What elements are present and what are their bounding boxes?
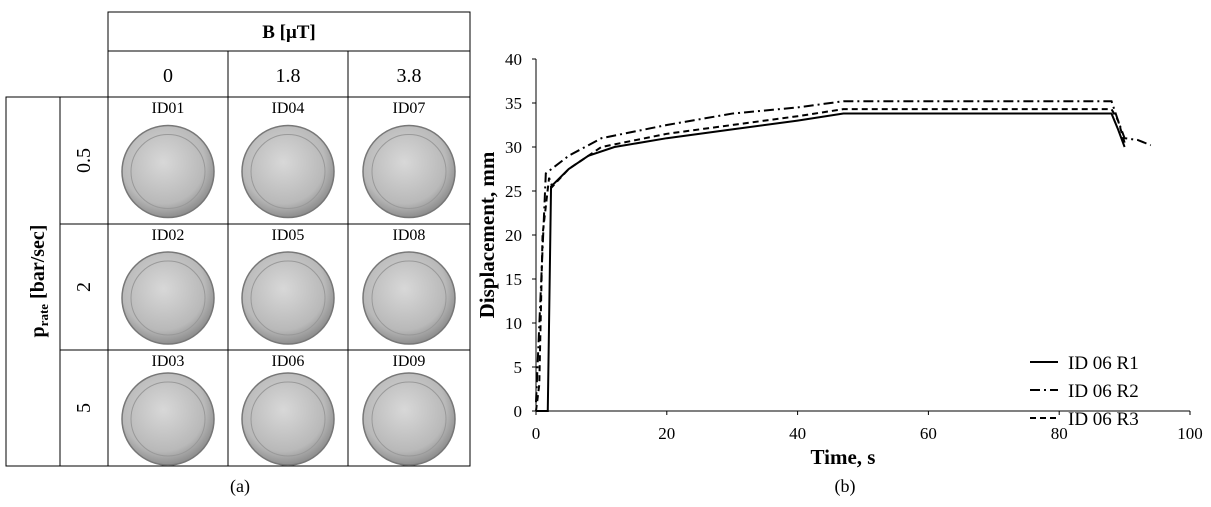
data-line [535,100,1152,403]
sample-dish [121,124,215,219]
row-label: 2 [73,282,95,292]
y-axis-label: Displacement, mm [475,151,499,318]
column-header: B [μT] [262,22,316,43]
x-tick-label: 40 [789,424,806,443]
y-tick-label: 20 [505,226,522,245]
sample-table: B [μT] 0 1.8 3.8 prate [bar/sec] 0.5 ID01 ID04 ID… [5,11,471,497]
y-tick-label: 5 [514,358,523,377]
sample-dish [121,372,215,466]
x-tick-label: 20 [658,424,675,443]
row-header: prate [bar/sec] [27,225,51,338]
dish-rim [371,134,447,209]
dish-rim [130,381,206,457]
column-label: 1.8 [276,65,301,87]
y-tick-label: 30 [505,138,522,157]
sample-id: ID02 [152,227,185,244]
sample-id: ID06 [272,353,305,370]
caption: (b) [835,476,856,497]
sample-dish [121,251,215,345]
sample-dish [241,372,335,466]
data-line [535,108,1126,412]
dish-rim [371,381,447,457]
caption: (a) [230,476,250,497]
dish-rim [250,134,326,209]
sample-dish [362,124,456,219]
x-tick-label: 80 [1051,424,1068,443]
sample-id: ID08 [393,227,426,244]
x-tick-label: 60 [920,424,937,443]
sample-id: ID07 [393,100,426,117]
y-tick-label: 25 [505,182,522,201]
sample-id: ID05 [272,227,305,244]
sample-dish [241,124,335,219]
sample-id: ID01 [152,100,185,117]
line-chart: 0 5 10 15 20 25 30 35 40 0 20 40 60 80 100 Time, s Displ… [475,50,1203,497]
y-tick-label: 0 [514,402,523,421]
dish-rim [130,134,206,209]
x-tick-label: 0 [532,424,541,443]
row-header-part: p [27,326,49,337]
dish-rim [371,260,447,336]
sample-id: ID03 [152,353,185,370]
x-tick-label: 100 [1177,424,1203,443]
dish-rim [250,381,326,457]
sample-id: ID04 [272,100,305,117]
row-header-part: [bar/sec] [27,225,49,299]
dish-rim [130,260,206,336]
sample-dish [362,251,456,345]
sample-dish [241,251,335,345]
legend-label: ID 06 R1 [1068,353,1139,374]
sample-id: ID09 [393,353,426,370]
legend-label: ID 06 R2 [1068,381,1139,402]
y-tick-label: 15 [505,270,522,289]
row-header-part: rate [36,304,51,327]
y-tick-label: 40 [505,50,522,69]
row-label: 5 [73,403,95,413]
cell-border [347,349,471,467]
y-tick-label: 10 [505,314,522,333]
legend-label: ID 06 R3 [1068,409,1139,430]
x-axis-label: Time, s [811,445,876,469]
column-label: 0 [163,65,173,87]
y-tick-label: 35 [505,94,522,113]
dish-rim [250,260,326,336]
row-label: 0.5 [73,148,95,173]
column-label: 3.8 [397,65,422,87]
data-line [536,112,1126,412]
sample-dish [362,372,456,466]
